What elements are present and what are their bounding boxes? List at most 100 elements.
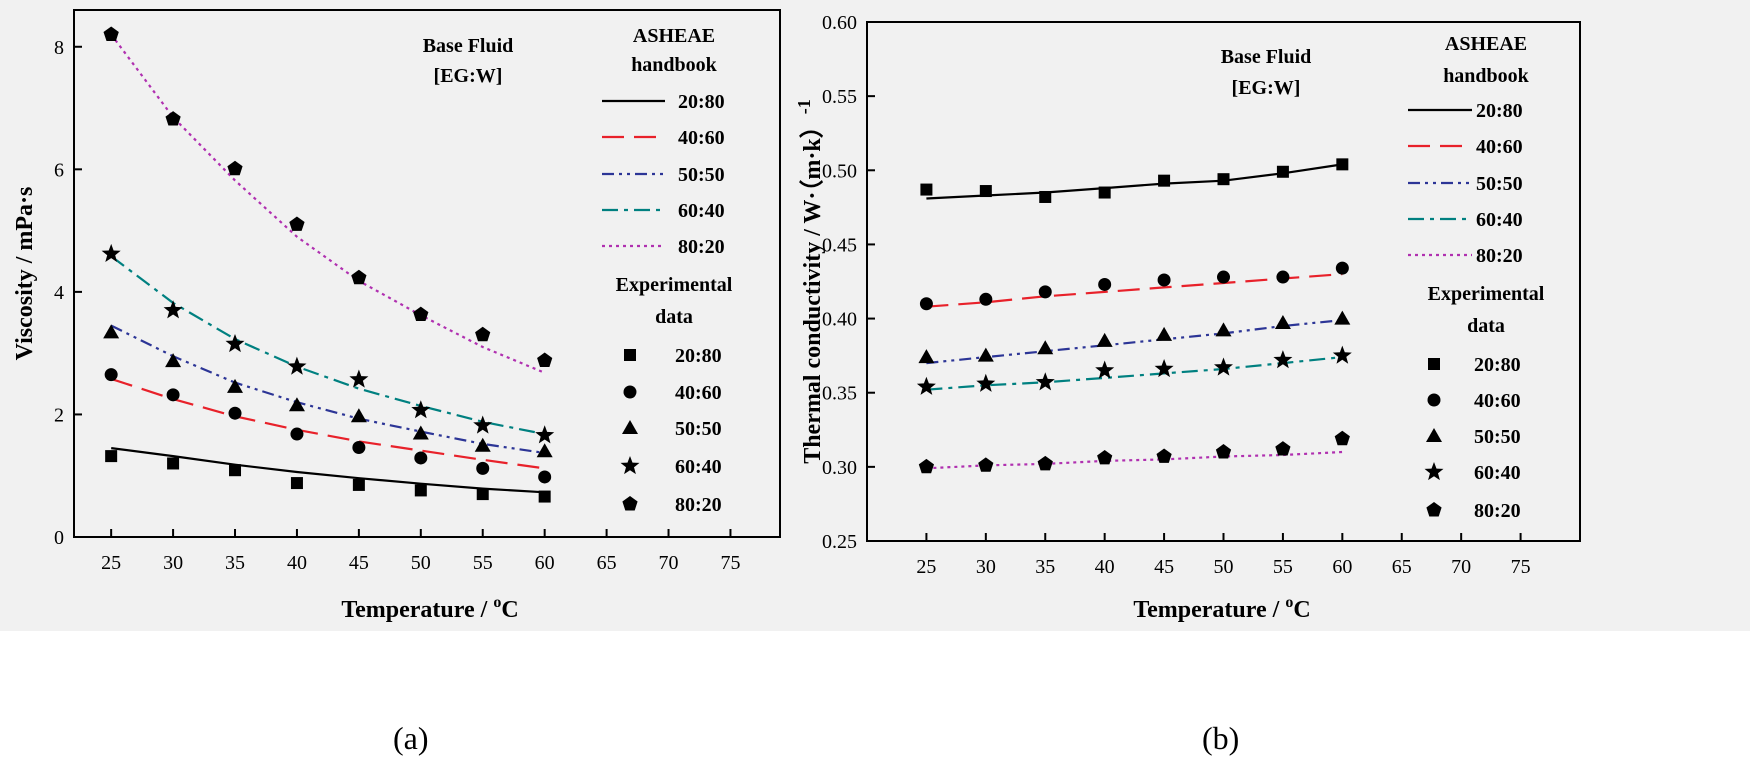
data-point-80-20: [227, 160, 243, 176]
data-point-40-60: [1157, 273, 1171, 287]
y-tick-label: 0.50: [822, 160, 857, 182]
data-point-40-60: [919, 297, 933, 311]
legend-marker-swatch: [1428, 358, 1440, 370]
data-point-40-60: [166, 388, 180, 402]
data-point-20-80: [1217, 173, 1230, 186]
legend-marker-label: 20:80: [675, 345, 722, 367]
data-point-20-80: [920, 183, 933, 196]
x-tick-label: 35: [225, 552, 245, 574]
data-point-50-50: [412, 425, 429, 440]
x-tick-label: 70: [1451, 556, 1471, 578]
data-point-40-60: [414, 451, 428, 465]
data-point-60-40: [1214, 357, 1233, 376]
data-point-80-20: [1215, 444, 1232, 459]
data-point-20-80: [414, 484, 427, 497]
chart-a: 25 30 35 40 45 50 55 60 65 70 75 0 2 4 6 8 Viscosity / m…: [12, 9, 781, 623]
data-point-60-40: [1035, 372, 1055, 391]
data-point-40-60: [104, 368, 118, 382]
data-point-60-40: [916, 376, 936, 395]
data-point-60-40: [976, 373, 996, 392]
series-line-50-50: [110, 324, 545, 455]
series-line-50-50: [926, 319, 1343, 365]
y-axis-label: Viscosity / mPa·s: [12, 187, 38, 361]
data-point-50-50: [1334, 310, 1351, 325]
data-point-60-40: [163, 300, 183, 319]
x-axis-label-main: Temperature /: [1133, 597, 1285, 623]
annotation-text: Base Fluid: [423, 35, 514, 57]
series-line-20-80: [111, 447, 545, 494]
data-point-60-40: [101, 243, 121, 262]
legend-line-label: 50:50: [1476, 173, 1523, 195]
data-point-50-50: [103, 324, 120, 339]
data-point-80-20: [413, 306, 429, 321]
legend-marker-label: 40:60: [1474, 390, 1521, 412]
data-point-40-60: [228, 406, 242, 420]
data-point-80-20: [1275, 441, 1291, 456]
data-point-80-20: [475, 326, 491, 342]
annotation-text: [EG:W]: [434, 65, 503, 87]
data-point-20-80: [1098, 186, 1111, 199]
legend-line-label: 20:80: [1476, 100, 1523, 122]
y-axis-label-sup: -1: [794, 99, 814, 114]
legend-line-label: 40:60: [678, 127, 725, 149]
data-point-50-50: [536, 443, 553, 458]
x-tick-label: 60: [1332, 556, 1352, 578]
y-tick-label: 0.45: [822, 234, 857, 256]
legend-marker-swatch: [622, 496, 638, 511]
data-point-60-40: [1154, 359, 1174, 378]
data-point-40-60: [1335, 261, 1349, 275]
data-point-20-80: [538, 490, 551, 503]
series-line-40-60: [110, 377, 545, 470]
x-tick-label: 55: [473, 552, 493, 574]
annotation-text: [EG:W]: [1232, 77, 1301, 99]
data-point-20-80: [1336, 158, 1349, 171]
data-point-20-80: [229, 464, 242, 477]
data-point-60-40: [349, 369, 369, 388]
data-point-40-60: [352, 441, 366, 455]
data-point-20-80: [1039, 190, 1052, 203]
data-point-80-20: [289, 216, 305, 231]
data-point-20-80: [352, 478, 365, 491]
data-point-40-60: [1098, 277, 1112, 291]
data-point-50-50: [474, 437, 491, 452]
x-tick-label: 70: [659, 552, 679, 574]
data-point-50-50: [977, 347, 994, 362]
legend-line-label: 20:80: [678, 91, 725, 113]
x-tick-label: 65: [597, 552, 617, 574]
legend-marker-swatch: [623, 385, 637, 399]
legend-marker-swatch: [1427, 393, 1441, 407]
caption-b: (b): [1202, 720, 1240, 756]
x-tick-label: 55: [1273, 556, 1293, 578]
data-point-80-20: [918, 458, 934, 474]
x-tick-label: 40: [1095, 556, 1115, 578]
x-tick-label: 25: [916, 556, 936, 578]
data-point-20-80: [1276, 165, 1289, 178]
x-tick-label: 45: [349, 552, 369, 574]
data-point-80-20: [1037, 455, 1053, 471]
x-axis-label-main: Temperature /: [341, 597, 493, 623]
data-point-80-20: [165, 111, 181, 126]
caption-a: (a): [393, 720, 429, 756]
data-point-60-40: [1332, 345, 1352, 364]
data-point-80-20: [978, 457, 994, 472]
y-tick-label: 0: [54, 527, 64, 549]
data-point-80-20: [1334, 430, 1350, 446]
data-point-60-40: [225, 334, 245, 353]
data-point-40-60: [979, 292, 993, 306]
legend-title: ASHEAE: [1445, 33, 1527, 55]
panel-a-background: [0, 0, 868, 631]
data-point-50-50: [918, 349, 935, 364]
legend-line-label: 50:50: [678, 164, 725, 186]
x-tick-label: 30: [163, 552, 183, 574]
data-point-20-80: [476, 488, 489, 501]
x-tick-label: 75: [720, 552, 740, 574]
legend-title: ASHEAE: [633, 25, 715, 47]
legend-marker-swatch: [622, 420, 638, 434]
data-point-80-20: [1097, 450, 1113, 465]
data-point-60-40: [473, 415, 493, 434]
data-point-80-20: [537, 352, 553, 367]
x-tick-label: 75: [1511, 556, 1531, 578]
data-point-20-80: [105, 450, 118, 463]
x-axis-label-unit: C: [501, 597, 518, 623]
